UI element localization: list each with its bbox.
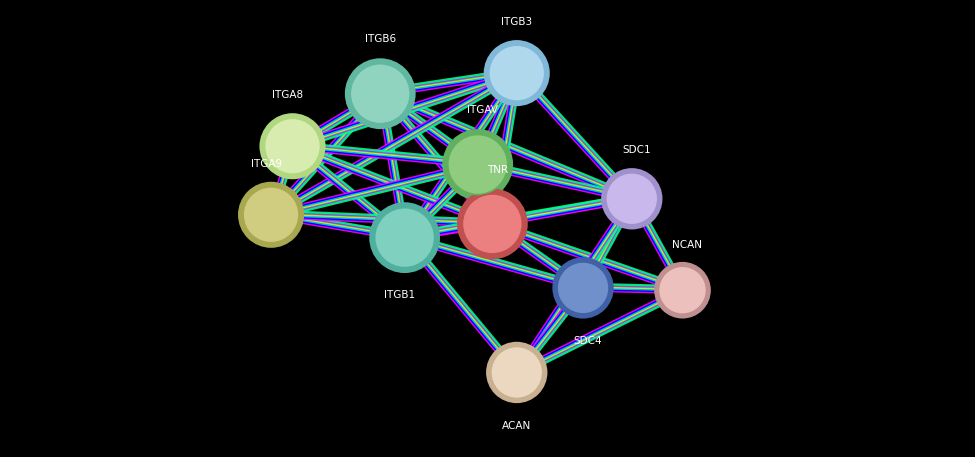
Ellipse shape: [557, 262, 609, 314]
Ellipse shape: [345, 58, 415, 129]
Ellipse shape: [370, 202, 440, 273]
Ellipse shape: [658, 266, 707, 314]
Ellipse shape: [462, 194, 523, 254]
Ellipse shape: [264, 118, 321, 174]
Text: ITGA8: ITGA8: [272, 90, 303, 100]
Ellipse shape: [487, 342, 547, 403]
Ellipse shape: [259, 113, 326, 179]
Text: ITGB6: ITGB6: [365, 34, 396, 44]
Ellipse shape: [238, 182, 304, 248]
Ellipse shape: [553, 257, 613, 319]
Ellipse shape: [488, 45, 545, 101]
Ellipse shape: [350, 64, 410, 124]
Ellipse shape: [602, 168, 662, 229]
Text: SDC1: SDC1: [622, 145, 651, 155]
Ellipse shape: [448, 134, 508, 195]
Ellipse shape: [374, 207, 435, 268]
Ellipse shape: [605, 173, 658, 225]
Text: ITGAV: ITGAV: [467, 105, 498, 115]
Text: ACAN: ACAN: [502, 421, 531, 431]
Ellipse shape: [457, 189, 527, 259]
Text: ITGB3: ITGB3: [501, 17, 532, 27]
Ellipse shape: [654, 262, 711, 319]
Text: NCAN: NCAN: [673, 240, 702, 250]
Text: TNR: TNR: [487, 165, 508, 175]
Text: ITGA9: ITGA9: [251, 159, 282, 169]
Ellipse shape: [484, 40, 550, 106]
Text: SDC4: SDC4: [573, 336, 603, 346]
Ellipse shape: [243, 187, 299, 243]
Text: ITGB1: ITGB1: [384, 291, 415, 301]
Ellipse shape: [443, 129, 513, 200]
Ellipse shape: [490, 346, 543, 399]
